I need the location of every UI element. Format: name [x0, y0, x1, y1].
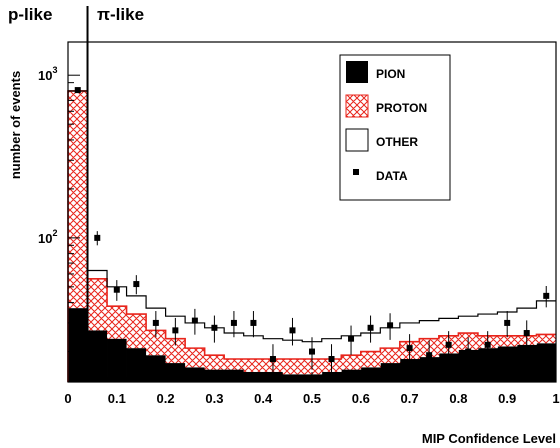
proton-bar [243, 359, 264, 372]
pion-bar [399, 359, 420, 382]
proton-bar [282, 359, 303, 375]
pion-bar [87, 330, 108, 382]
proton-bar [126, 314, 147, 349]
proton-bar [146, 330, 166, 356]
legend-swatch-other [345, 128, 369, 152]
legend-label-proton: PROTON [376, 101, 427, 115]
data-point [465, 348, 472, 355]
legend-swatch-pion [346, 61, 368, 83]
y-axis-label: number of events [8, 71, 23, 179]
data-point [348, 335, 355, 342]
other-histogram [67, 90, 556, 382]
region-label-left: p-like [8, 5, 52, 24]
data-point [133, 281, 140, 288]
other-outline [67, 90, 556, 382]
proton-bar [497, 335, 518, 347]
proton-bar [380, 348, 401, 364]
x-tick-label: 0.3 [205, 391, 223, 406]
data-point [191, 317, 198, 324]
data-point [94, 234, 101, 241]
data-point [523, 330, 530, 337]
data-point [309, 348, 315, 355]
data-point [289, 327, 296, 334]
legend-marker-data [353, 169, 359, 175]
proton-bar [185, 348, 206, 368]
data-point [74, 87, 81, 94]
pion-bar [536, 343, 557, 382]
data-point [230, 319, 237, 326]
pion-bar [341, 369, 362, 382]
pion-bar [165, 363, 186, 382]
data-point [504, 319, 511, 326]
x-axis-label: MIP Confidence Level [422, 431, 556, 446]
pion-bar [68, 308, 88, 382]
data-point [367, 324, 374, 331]
y-tick-label: 102 [38, 228, 57, 246]
pion-bar [224, 369, 245, 382]
proton-bar [87, 278, 108, 331]
x-tick-label: 0.8 [449, 391, 467, 406]
x-tick-label: 0 [64, 391, 71, 406]
pion-bar [185, 367, 206, 382]
data-point [211, 324, 218, 331]
data-point [328, 356, 335, 363]
x-axis-ticks: 0 0.1 0.2 0.3 0.4 0.5 0.6 0.7 0.8 0.9 1 [64, 372, 560, 406]
legend-label-data: DATA [376, 169, 408, 183]
data-point [406, 345, 413, 352]
x-tick-label: 0.9 [498, 391, 516, 406]
data-point [445, 341, 452, 348]
data-points [74, 87, 550, 378]
data-point [269, 356, 276, 363]
x-tick-label: 0.5 [303, 391, 321, 406]
x-tick-label: 1 [552, 391, 559, 406]
x-tick-label: 0.2 [157, 391, 175, 406]
y-axis-ticks: 102 103 [38, 65, 80, 353]
proton-bar [360, 351, 381, 368]
pion-bar [243, 371, 264, 382]
data-point [387, 322, 394, 329]
pion-bar [107, 338, 127, 382]
proton-bar [204, 355, 225, 370]
pion-bar [497, 346, 518, 382]
proton-bar [165, 338, 186, 364]
data-point [172, 327, 179, 334]
legend-label-pion: PION [376, 67, 405, 81]
pion-bar [126, 348, 147, 382]
data-point [113, 286, 120, 293]
x-tick-label: 0.1 [108, 391, 126, 406]
data-point [152, 319, 159, 326]
pion-bar [380, 363, 401, 382]
region-label-right: π-like [97, 5, 144, 24]
pion-histogram [68, 308, 557, 382]
data-point [543, 292, 550, 299]
data-point [250, 319, 257, 326]
pion-bar [516, 344, 537, 382]
proton-bar [68, 90, 88, 309]
x-tick-label: 0.7 [401, 391, 419, 406]
data-point [484, 341, 491, 348]
proton-bar [341, 355, 362, 370]
x-tick-label: 0.4 [254, 391, 273, 406]
pion-bar [438, 353, 459, 382]
x-tick-label: 0.6 [352, 391, 370, 406]
pion-bar [360, 367, 381, 382]
legend-label-other: OTHER [376, 135, 418, 149]
proton-bar [536, 334, 557, 344]
legend: PION PROTON OTHER DATA [339, 54, 451, 201]
data-point [426, 352, 433, 359]
y-tick-label: 103 [38, 65, 57, 83]
proton-bar [224, 359, 245, 370]
pion-bar [146, 355, 166, 382]
proton-bar [107, 306, 127, 339]
legend-swatch-proton [345, 94, 369, 118]
pion-bar [477, 348, 498, 382]
